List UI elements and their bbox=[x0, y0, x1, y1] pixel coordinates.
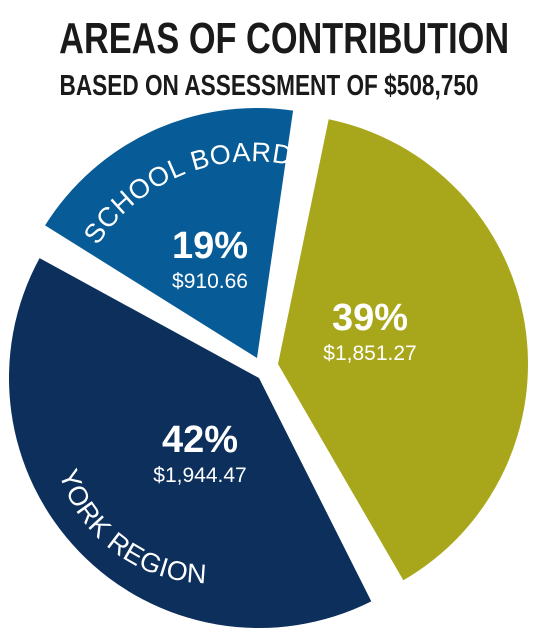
percent-label-york-region: 42% bbox=[162, 419, 238, 461]
slice-york-region bbox=[9, 258, 372, 628]
percent-label-town-of-newmarket: 39% bbox=[332, 297, 408, 339]
chart-title: AREAS OF CONTRIBUTION bbox=[59, 14, 510, 63]
chart-subtitle: BASED ON ASSESSMENT OF $508,750 bbox=[59, 70, 479, 102]
slice-school-board bbox=[45, 107, 294, 358]
amount-label-york-region: $1,944.47 bbox=[153, 464, 246, 487]
amount-label-school-board: $910.66 bbox=[172, 270, 248, 293]
slice-town-of-newmarket bbox=[278, 119, 529, 581]
amount-label-town-of-newmarket: $1,851.27 bbox=[323, 342, 416, 365]
percent-label-school-board: 19% bbox=[172, 225, 248, 267]
